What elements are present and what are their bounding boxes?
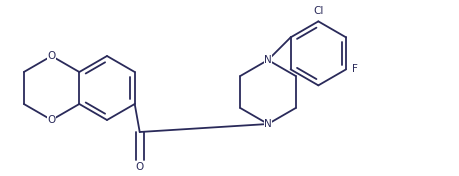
Text: O: O: [135, 162, 144, 172]
Text: O: O: [47, 115, 56, 125]
Text: N: N: [263, 119, 271, 129]
Text: F: F: [351, 64, 357, 74]
Text: N: N: [263, 55, 271, 65]
Text: Cl: Cl: [313, 6, 323, 16]
Text: O: O: [47, 51, 56, 61]
